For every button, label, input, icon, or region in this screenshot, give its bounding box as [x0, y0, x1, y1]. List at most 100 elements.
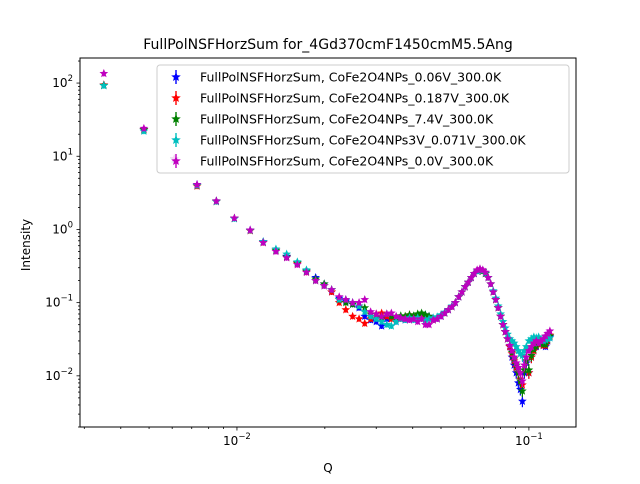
data-point [503, 334, 512, 343]
data-point [99, 68, 109, 78]
data-point [417, 314, 426, 323]
y-tick-label: 100 [52, 220, 73, 236]
data-point [521, 352, 531, 361]
data-point [282, 253, 292, 262]
data-point [99, 81, 109, 90]
data-point [417, 308, 426, 317]
data-point [409, 314, 419, 323]
data-point [440, 308, 450, 317]
legend: FullPolNSFHorzSum, CoFe2O4NPs_0.06V_300.… [156, 64, 570, 174]
legend-marker [171, 114, 181, 124]
data-point [245, 225, 255, 234]
legend-label: FullPolNSFHorzSum, CoFe2O4NPs_0.06V_300.… [200, 70, 502, 85]
data-point [386, 321, 396, 330]
data-point [139, 123, 149, 133]
data-point [382, 309, 392, 318]
data-point [366, 311, 375, 321]
data-point [354, 298, 364, 307]
data-point [536, 336, 546, 345]
data-point [360, 318, 370, 328]
data-point [518, 396, 527, 405]
data-point [524, 346, 534, 355]
plot-frame [79, 57, 577, 428]
data-point [475, 264, 485, 273]
legend-box [156, 64, 570, 174]
data-point [292, 260, 302, 269]
data-point [541, 335, 550, 344]
data-point [319, 281, 329, 290]
data-point [527, 334, 536, 343]
data-point [518, 386, 527, 395]
data-point [366, 307, 375, 316]
data-point [545, 326, 555, 335]
data-point [192, 180, 202, 189]
data-point [211, 196, 221, 205]
data-point [460, 282, 470, 291]
data-point [348, 311, 357, 321]
data-point [469, 268, 479, 278]
data-point [534, 332, 544, 341]
data-point [478, 265, 488, 274]
data-point [511, 342, 521, 351]
legend-label: FullPolNSFHorzSum, CoFe2O4NPs3V_0.071V_3… [200, 133, 526, 148]
data-point [271, 246, 281, 256]
data-point [505, 340, 515, 350]
data-point [447, 302, 457, 311]
data-point [500, 327, 510, 336]
legend-item-5: FullPolNSFHorzSum, CoFe2O4NPs_0.0V_300.0… [171, 154, 494, 169]
data-point [513, 362, 523, 372]
x-tick-label: 10−1 [515, 432, 543, 448]
legend-item-1: FullPolNSFHorzSum, CoFe2O4NPs_0.06V_300.… [171, 70, 502, 85]
data-point [521, 342, 531, 351]
legend-item-4: FullPolNSFHorzSum, CoFe2O4NPs3V_0.071V_3… [171, 133, 526, 148]
data-point [518, 350, 527, 360]
data-point [405, 315, 414, 324]
data-point [258, 238, 268, 247]
data-point [491, 295, 501, 304]
data-point [529, 338, 539, 347]
legend-item-3: FullPolNSFHorzSum, CoFe2O4NPs_7.4V_300.0… [171, 112, 494, 127]
data-point [341, 305, 351, 314]
data-point [515, 384, 525, 394]
data-point [334, 292, 344, 301]
data-point [302, 267, 311, 276]
data-point [511, 358, 521, 367]
data-point [515, 368, 525, 377]
data-point [311, 276, 321, 285]
data-point [360, 307, 370, 316]
data-point [371, 309, 381, 318]
data-point [463, 277, 473, 286]
plot-area [99, 68, 555, 408]
data-point [481, 267, 490, 276]
data-point [496, 311, 505, 321]
data-point [436, 311, 446, 321]
data-point [518, 376, 527, 385]
data-point [432, 314, 442, 323]
data-point [377, 317, 386, 326]
data-point [513, 346, 523, 355]
data-point [493, 303, 503, 312]
legend-marker [171, 156, 181, 166]
data-point [444, 305, 453, 314]
data-point [509, 352, 519, 361]
data-point [341, 295, 351, 304]
data-point [424, 314, 434, 323]
data-point [396, 313, 406, 322]
data-point [451, 298, 460, 307]
data-point [515, 349, 525, 358]
data-point [527, 350, 536, 360]
data-point [472, 265, 482, 274]
data-point [488, 287, 498, 296]
legend-marker [171, 135, 181, 145]
data-point [391, 311, 401, 321]
data-point [531, 340, 541, 350]
data-point [483, 272, 493, 282]
x-axis-label: Q [323, 461, 332, 475]
data-point [327, 285, 336, 294]
data-point [348, 298, 357, 307]
data-point [524, 365, 534, 374]
data-point [360, 311, 370, 321]
data-point [509, 338, 519, 347]
